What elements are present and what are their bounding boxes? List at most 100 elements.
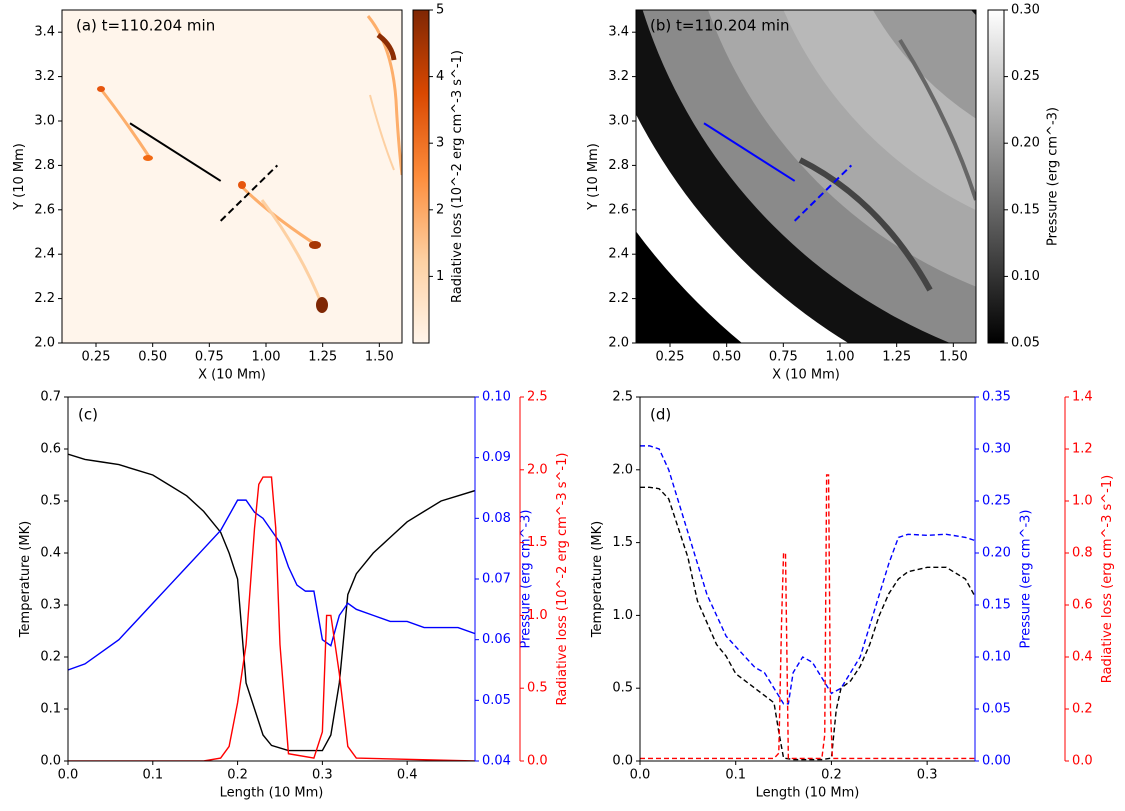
y-tick-label: 0.07 [482, 572, 511, 587]
x-tick-label: 1.00 [252, 350, 281, 365]
y-tick-label: 5 [436, 3, 444, 18]
colorbar [412, 9, 430, 344]
y-tick-label: 2.6 [608, 202, 629, 217]
panel-title: (c) [78, 406, 98, 424]
y-tick-label: 0.2 [40, 650, 61, 665]
x-tick-label: 1.25 [882, 350, 911, 365]
y-tick-label: 0.05 [482, 693, 511, 708]
series-line [640, 474, 975, 760]
y-tick-label: 2.0 [608, 336, 629, 351]
y-tick-label: 0.0 [527, 754, 548, 769]
y-axis-label: Temperature (MK) [18, 521, 33, 638]
y-tick-label: 3 [436, 136, 444, 151]
y-tick-label: 2.0 [34, 336, 55, 351]
y-tick-label: 2.0 [527, 462, 548, 477]
y-tick-label: 4 [436, 69, 444, 84]
y-tick-label: 3.2 [34, 69, 55, 84]
y-tick-label: 0.6 [40, 442, 61, 457]
y-tick-label: 1.0 [527, 608, 548, 623]
plot-area [640, 445, 975, 761]
y-tick-label: 0.08 [482, 511, 511, 526]
colorbar [987, 9, 1005, 344]
y-tick-label: 1.5 [612, 535, 633, 550]
series-line [68, 476, 475, 761]
y-tick-label: 0.06 [482, 632, 511, 647]
series-line [68, 453, 475, 752]
panel-title: (b) t=110.204 min [650, 17, 790, 35]
y-tick-label: 0.8 [1072, 546, 1093, 561]
y-tick-label: 2.8 [34, 158, 55, 173]
series-line [640, 445, 975, 705]
y-tick-label: 2.4 [34, 247, 55, 262]
x-axis-label: X (10 Mm) [772, 368, 840, 383]
pressure-map [636, 10, 976, 343]
y-tick-label: 2.8 [608, 158, 629, 173]
x-tick-label: 0.3 [917, 768, 938, 783]
y-tick-label: 0.10 [1011, 269, 1040, 284]
y-tick-label: 0.15 [982, 598, 1011, 613]
y-tick-label: 0.20 [1011, 136, 1040, 151]
y-tick-label: 0.3 [40, 598, 61, 613]
x-tick-label: 0.0 [58, 768, 79, 783]
y-tick-label: 1.5 [527, 535, 548, 550]
y-tick-label: 0.15 [1011, 202, 1040, 217]
y-tick-label: 2.5 [527, 390, 548, 405]
y-tick-label: 0.10 [982, 650, 1011, 665]
x-tick-label: 0.1 [142, 768, 163, 783]
y-tick-label: 0.09 [482, 450, 511, 465]
y-tick-label: 2.6 [34, 202, 55, 217]
y-tick-label: 0.35 [982, 390, 1011, 405]
radiative-loss-map [62, 10, 402, 343]
y-tick-label: 0.0 [1072, 754, 1093, 769]
x-tick-label: 0.75 [769, 350, 798, 365]
x-tick-label: 1.25 [308, 350, 337, 365]
y-axis-label: Radiative loss (10^-2 erg cm^-3 s^-1) [555, 453, 570, 706]
y-tick-label: 0.7 [40, 390, 61, 405]
y-tick-label: 0.25 [982, 494, 1011, 509]
y-axis-label: Pressure (erg cm^-3) [1018, 510, 1033, 649]
y-tick-label: 2.4 [608, 247, 629, 262]
cut-line [129, 122, 222, 182]
y-tick-label: 3.2 [608, 69, 629, 84]
series-line [68, 499, 475, 671]
cut-line [793, 164, 853, 222]
series-line [640, 486, 975, 761]
y-axis-label: Y (10 Mm) [12, 143, 27, 211]
x-tick-label: 0.2 [227, 768, 248, 783]
y-tick-label: 0.0 [612, 754, 633, 769]
y-tick-label: 0.2 [1072, 702, 1093, 717]
y-tick-label: 1.2 [1072, 442, 1093, 457]
y-tick-label: 0.04 [482, 754, 511, 769]
x-axis-label: Length (10 Mm) [220, 786, 324, 801]
x-tick-label: 1.50 [939, 350, 968, 365]
y-tick-label: 2 [436, 202, 444, 217]
y-tick-label: 0.10 [482, 390, 511, 405]
x-axis-label: Length (10 Mm) [756, 786, 860, 801]
y-tick-label: 0.5 [527, 681, 548, 696]
y-tick-label: 0.20 [982, 546, 1011, 561]
y-tick-label: 0.1 [40, 702, 61, 717]
plot-area [68, 453, 475, 761]
x-tick-label: 0.50 [712, 350, 741, 365]
x-tick-label: 0.0 [630, 768, 651, 783]
cut-line [703, 122, 796, 182]
x-tick-label: 0.25 [656, 350, 685, 365]
y-tick-label: 1.0 [612, 608, 633, 623]
x-tick-label: 0.50 [138, 350, 167, 365]
y-tick-label: 3.0 [34, 114, 55, 129]
x-tick-label: 1.00 [826, 350, 855, 365]
x-tick-label: 0.25 [82, 350, 111, 365]
y-tick-label: 0.0 [40, 754, 61, 769]
y-axis-label: Pressure (erg cm^-3) [518, 510, 533, 649]
x-tick-label: 1.50 [365, 350, 394, 365]
x-tick-label: 0.1 [725, 768, 746, 783]
plot-frame [61, 9, 403, 344]
y-tick-label: 0.4 [1072, 650, 1093, 665]
colorbar-label: Radiative loss (10^-2 erg cm^-3 s^-1) [450, 50, 465, 303]
y-tick-label: 0.5 [612, 681, 633, 696]
x-axis-label: X (10 Mm) [198, 368, 266, 383]
y-tick-label: 2.2 [608, 291, 629, 306]
y-tick-label: 0.30 [982, 442, 1011, 457]
x-tick-label: 0.2 [821, 768, 842, 783]
